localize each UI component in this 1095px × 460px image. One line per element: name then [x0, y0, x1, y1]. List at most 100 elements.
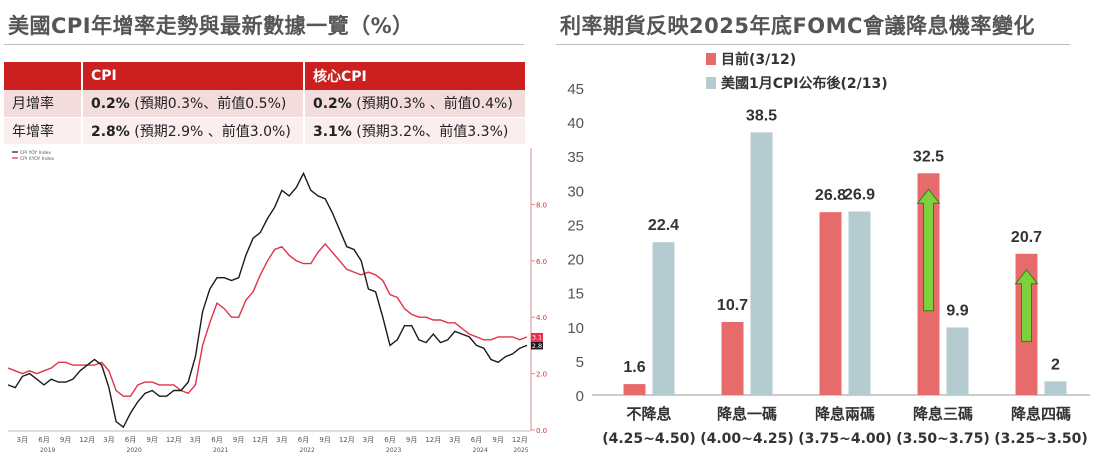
x-year-label: 2020 — [127, 447, 142, 454]
up-arrow-icon — [1014, 268, 1039, 342]
category-range-label: (3.75~4.00) — [798, 431, 892, 447]
y-tick-label: 2.0 — [536, 371, 547, 379]
bar-value-label: 20.7 — [1011, 229, 1042, 246]
legend-label: CPI XYOY Index — [20, 156, 54, 162]
y-tick-label: 35 — [567, 149, 584, 166]
y-tick-label: 4.0 — [536, 314, 547, 322]
y-tick-label: 30 — [567, 183, 584, 200]
category-range-label: (4.00~4.25) — [700, 431, 794, 447]
x-year-label: 2021 — [213, 447, 228, 454]
x-tick-label: 9月 — [406, 436, 417, 444]
bar-value-label: 10.7 — [717, 297, 748, 314]
row-label: 月增率 — [4, 90, 83, 118]
right-title-rule — [556, 44, 1070, 45]
x-tick-label: 3月 — [276, 436, 287, 444]
bar-value-label: 32.5 — [913, 148, 944, 165]
legend-label: 美國1月CPI公布後(2/13) — [721, 75, 888, 92]
x-tick-label: 6月 — [38, 436, 49, 444]
x-tick-label: 12月 — [252, 436, 268, 444]
bar-after-cpi — [1044, 381, 1067, 395]
core-cpi-cell: 3.1% (預期3.2%、前值3.3%) — [304, 117, 527, 145]
y-tick-label: 40 — [567, 115, 584, 132]
legend-label: 目前(3/12) — [721, 51, 796, 68]
bar-value-label: 26.8 — [815, 187, 846, 204]
table-header-cpi: CPI — [82, 62, 305, 90]
y-tick-label: 8.0 — [536, 201, 547, 209]
table-row: 年增率 2.8% (預期2.9% 、前值3.0%) 3.1% (預期3.2%、前… — [4, 117, 527, 145]
core-cpi-value: 0.2% — [313, 96, 352, 113]
category-range-label: (4.25~4.50) — [602, 431, 696, 447]
cpi-yoy-line-chart: 0.0 2.0 4.0 6.0 8.0 3月 6月 9月 12月 3月 6月 9月 12月 3月 6月 9月 1… — [7, 148, 547, 454]
left-panel-title: 美國CPI年增率走勢與最新數據一覽（%） — [8, 14, 414, 38]
x-year-label: 2022 — [300, 447, 315, 454]
x-year-label: 2019 — [40, 447, 55, 454]
table-header-empty — [4, 62, 83, 90]
y-tick-label: 15 — [567, 286, 584, 303]
legend-swatch — [706, 77, 716, 89]
bar-current — [819, 212, 842, 395]
y-tick-label: 45 — [567, 81, 584, 98]
cpi-cell: 2.8% (預期2.9% 、前值3.0%) — [82, 117, 305, 145]
core-cpi-cell: 0.2% (預期0.3% 、前值0.4%) — [304, 90, 527, 118]
core-cpi-value: 3.1% — [313, 123, 352, 140]
y-tick-label: 5 — [576, 354, 584, 371]
x-tick-label: 12月 — [79, 436, 95, 444]
x-tick-label: 9月 — [319, 436, 330, 444]
y-tick-label: 0.0 — [536, 427, 547, 435]
bar-value-label: 1.6 — [623, 359, 645, 376]
last-value-label: 2.8 — [532, 342, 542, 350]
legend-label: CPI YOY Index — [20, 150, 51, 156]
table-row: 月增率 0.2% (預期0.3%、前值0.5%) 0.2% (預期0.3% 、前… — [4, 90, 527, 118]
x-tick-label: 3月 — [17, 436, 28, 444]
cpi-note: (預期0.3%、前值0.5%) — [134, 96, 287, 113]
row-label: 年增率 — [4, 117, 83, 145]
category-range-label: (3.50~3.75) — [896, 431, 990, 447]
x-tick-label: 6月 — [125, 436, 136, 444]
series-line-cpi — [7, 171, 528, 429]
x-tick-label: 9月 — [492, 436, 503, 444]
x-tick-label: 6月 — [471, 436, 482, 444]
bar-value-label: 38.5 — [746, 107, 777, 124]
category-label: 降息四碼 — [1011, 405, 1071, 423]
x-tick-label: 12月 — [512, 436, 528, 444]
x-tick-label: 6月 — [298, 436, 309, 444]
category-label: 降息一碼 — [717, 405, 777, 423]
bar-value-label: 22.4 — [648, 217, 679, 234]
y-tick-label: 6.0 — [536, 258, 547, 266]
bar-value-label: 26.9 — [844, 186, 875, 203]
x-tick-label: 3月 — [363, 436, 374, 444]
cpi-data-table: CPI 核心CPI 月增率 0.2% (預期0.3%、前值0.5%) 0.2% … — [4, 62, 527, 145]
x-year-label: 2023 — [386, 447, 401, 454]
x-year-label: 2024 — [473, 447, 488, 454]
y-tick-label: 10 — [567, 320, 584, 337]
table-header-row: CPI 核心CPI — [4, 62, 527, 90]
y-tick-label: 20 — [567, 252, 584, 269]
up-arrow-icon — [916, 188, 941, 312]
x-tick-label: 9月 — [233, 436, 244, 444]
bar-after-cpi — [652, 242, 675, 395]
x-tick-label: 12月 — [425, 436, 441, 444]
bar-value-label: 2 — [1051, 356, 1060, 373]
x-tick-label: 3月 — [449, 436, 460, 444]
x-tick-label: 6月 — [384, 436, 395, 444]
bar-value-label: 9.9 — [946, 302, 968, 319]
fomc-probability-bar-chart: 0 5 10 15 20 25 30 35 40 45 目前(3/12) 美國1月CPI公布後(2/1… — [567, 51, 1090, 447]
last-value-badge — [531, 332, 543, 341]
x-tick-label: 6月 — [211, 436, 222, 444]
y-tick-label: 25 — [567, 217, 584, 234]
category-label: 降息兩碼 — [815, 405, 875, 423]
cpi-value: 0.2% — [91, 96, 130, 113]
y-tick-label: 0 — [576, 388, 584, 405]
bar-after-cpi — [848, 211, 871, 395]
x-tick-label: 9月 — [146, 436, 157, 444]
left-title-rule — [4, 44, 524, 45]
cpi-cell: 0.2% (預期0.3%、前值0.5%) — [82, 90, 305, 118]
category-label: 不降息 — [626, 405, 671, 423]
bar-after-cpi — [946, 327, 969, 395]
cpi-note: (預期2.9% 、前值3.0%) — [134, 123, 291, 140]
x-year-label: 2025 — [513, 447, 528, 454]
x-tick-label: 12月 — [339, 436, 355, 444]
bar-after-cpi — [750, 132, 773, 395]
core-cpi-note: (預期0.3% 、前值0.4%) — [356, 96, 513, 113]
series-line-core-cpi — [7, 242, 528, 397]
